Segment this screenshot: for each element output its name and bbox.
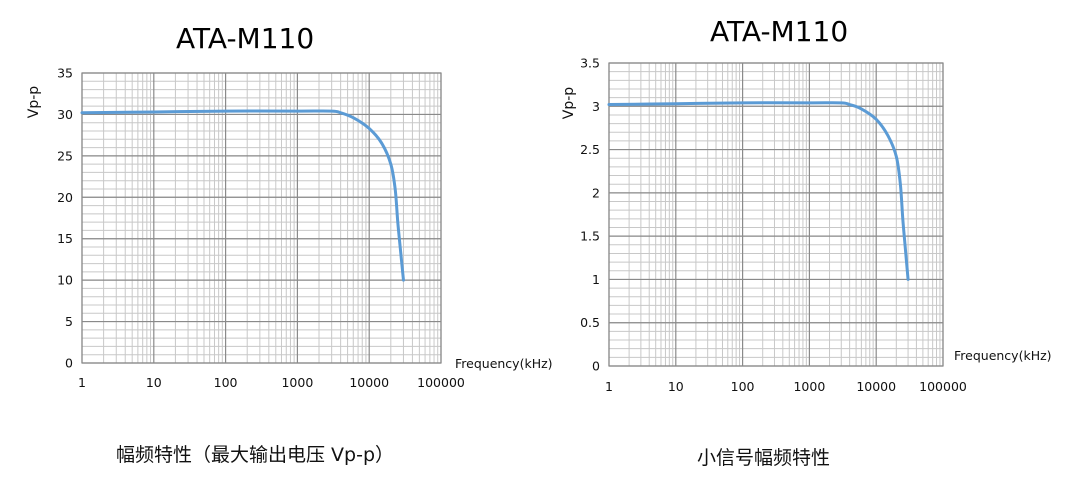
x-tick-label: 1	[78, 375, 86, 390]
x-tick-label: 1	[605, 379, 613, 394]
chart-title: ATA-M110	[176, 22, 315, 55]
x-axis-label: Frequency(kHz)	[455, 356, 553, 371]
x-tick-label: 100000	[417, 375, 465, 390]
y-tick-label: 1.5	[580, 229, 600, 244]
x-tick-label: 10	[146, 375, 162, 390]
x-tick-label: 100	[731, 379, 755, 394]
y-tick-label: 0	[65, 356, 73, 371]
y-tick-label: 3.5	[580, 56, 600, 71]
y-tick-label: 35	[57, 66, 73, 81]
x-tick-label: 100	[214, 375, 238, 390]
y-tick-label: 15	[57, 231, 73, 246]
x-axis-label: Frequency(kHz)	[954, 348, 1052, 363]
y-tick-label: 1	[592, 272, 600, 287]
y-tick-label: 2	[592, 185, 600, 200]
chart-caption: 幅频特性（最大输出电压 Vp-p）	[116, 444, 395, 466]
x-tick-label: 10000	[349, 375, 389, 390]
chart-small-signal: ATA-M110 0 0.5 1 1.5 2 2.5 3 3.5 1 10 100 1000 10000…	[540, 0, 1080, 483]
y-tick-label: 3	[592, 99, 600, 114]
plot-area: 0 5 10 15 20 25 30 35 1 10 100 1000 10000 100000 Frequ…	[26, 66, 553, 391]
chart-title: ATA-M110	[710, 15, 849, 48]
x-tick-label: 10000	[856, 379, 896, 394]
y-tick-label: 0	[592, 359, 600, 374]
y-tick-label: 5	[65, 314, 73, 329]
y-tick-label: 25	[57, 148, 73, 163]
plot-frame	[81, 72, 442, 364]
y-tick-label: 30	[57, 107, 73, 122]
y-tick-label: 2.5	[580, 142, 600, 157]
plot-frame	[608, 62, 944, 367]
y-axis-label: Vp-p	[561, 87, 577, 120]
chart-max-output: ATA-M110 0 5 10 15 20 25 30 35 1 10 100 1000 10000 10…	[26, 22, 553, 466]
x-tick-label: 1000	[793, 379, 825, 394]
x-tick-label: 10	[668, 379, 684, 394]
y-tick-label: 20	[57, 190, 73, 205]
data-series-line	[80, 109, 405, 282]
y-tick-label: 10	[57, 273, 73, 288]
x-tick-label: 100000	[919, 379, 967, 394]
y-axis-label: Vp-p	[26, 86, 42, 119]
x-tick-label: 1000	[281, 375, 313, 390]
y-tick-label: 0.5	[580, 315, 600, 330]
data-series-line	[607, 101, 910, 281]
chart-caption: 小信号幅频特性	[697, 447, 831, 469]
plot-area: 0 0.5 1 1.5 2 2.5 3 3.5 1 10 100 1000 10000 100000 Fre…	[561, 56, 1052, 395]
